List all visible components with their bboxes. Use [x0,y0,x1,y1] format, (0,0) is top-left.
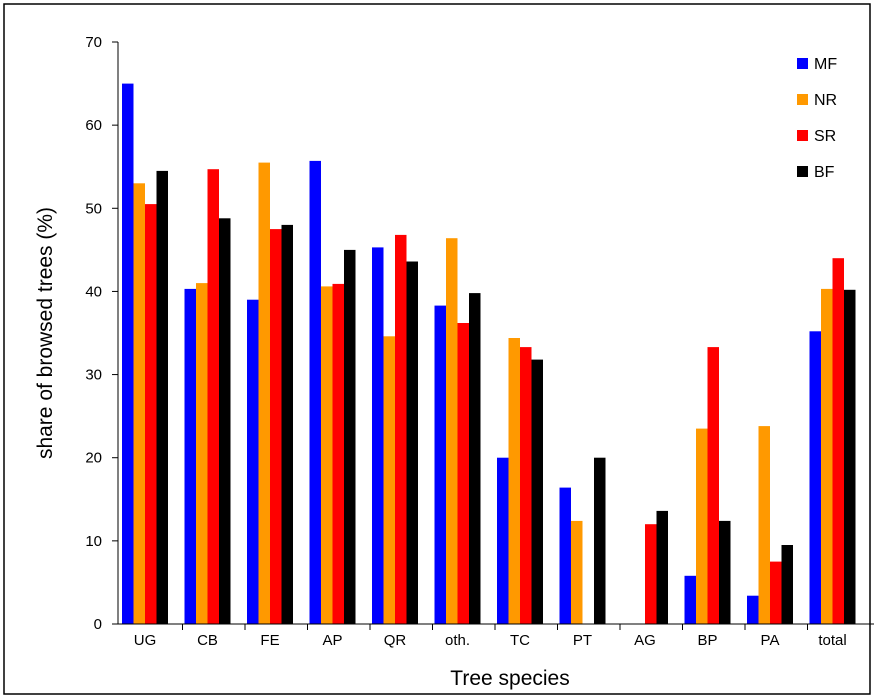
x-tick-label: FE [260,632,279,649]
y-tick-label: 30 [85,367,102,384]
bar-NR-UG [133,183,145,625]
bar-SR-TC [520,347,532,624]
bar-BF-FE [281,224,293,624]
bar-MF-FE [247,299,259,624]
bar-NR-QR [383,336,395,624]
bar-BF-TC [531,359,543,624]
legend: MF NR SR BF [797,56,837,181]
y-tick-label: 20 [85,450,102,467]
x-axis-title: Tree species [450,667,569,690]
x-tick-label: AP [322,632,342,649]
bar-MF-total [809,331,821,624]
x-tick-label: oth. [445,632,470,649]
bar-MF-UG [122,83,134,625]
bar-MF-QR [372,247,384,624]
bar-SR-FE [270,229,282,624]
bar-BF-AG [656,510,668,624]
bar-BF-AP [344,249,356,624]
y-tick-label: 60 [85,117,102,134]
legend-label-MF: MF [814,56,837,73]
bar-BF-QR [406,261,418,624]
bar-SR-oth. [457,323,469,624]
bar-SR-QR [395,234,407,624]
legend-swatch-BF [797,166,808,177]
bar-SR-BP [707,347,719,624]
bar-NR-AP [321,286,333,624]
axes-layer [117,42,874,625]
bar-BF-PA [781,545,793,624]
bar-MF-BP [684,575,696,624]
x-tick-label: QR [384,632,407,649]
bar-BF-CB [219,218,231,625]
bars-layer [122,83,856,625]
bar-BF-PT [594,457,606,624]
bar-BF-oth. [469,293,481,624]
bar-NR-PT [571,520,583,624]
bar-SR-AP [332,283,344,624]
bar-SR-UG [145,204,157,624]
x-tick-label: TC [510,632,530,649]
bar-NR-TC [508,338,520,624]
bar-NR-total [821,288,833,624]
legend-swatch-SR [797,130,808,141]
x-tick-label: BP [697,632,717,649]
y-axis-title: share of browsed trees (%) [34,207,57,459]
y-tick-label: 0 [94,616,102,633]
y-ticks: 0 10 20 30 40 50 60 70 [85,34,118,633]
x-tick-label: UG [134,632,157,649]
x-tick-label: AG [634,632,656,649]
bar-SR-CB [207,169,219,624]
y-tick-label: 10 [85,533,102,550]
x-tick-label: PT [573,632,592,649]
bar-BF-BP [719,520,731,624]
bar-NR-oth. [446,238,458,624]
x-tick-label: PA [761,632,780,649]
chart-frame [3,3,871,695]
y-tick-label: 50 [85,200,102,217]
bar-SR-PA [770,561,782,624]
bar-BF-UG [156,170,168,624]
x-tick-label: total [818,632,846,649]
y-tick-label: 40 [85,283,102,300]
bar-SR-total [832,258,844,624]
x-tick-label: CB [197,632,218,649]
bar-SR-AG [645,524,657,624]
bar-MF-PA [747,595,759,624]
y-tick-label: 70 [85,34,102,51]
bar-NR-CB [196,283,208,624]
legend-swatch-MF [797,58,808,69]
bar-NR-BP [696,428,708,624]
legend-label-SR: SR [814,128,836,145]
legend-swatch-NR [797,94,808,105]
legend-label-BF: BF [814,164,835,181]
bar-MF-AP [309,160,321,624]
legend-label-NR: NR [814,92,837,109]
bar-MF-oth. [434,305,446,624]
bar-MF-CB [184,288,196,624]
bar-BF-total [844,289,856,624]
bar-MF-TC [497,457,509,624]
bar-MF-PT [559,487,571,624]
x-ticks: UG CB FE AP QR oth. TC PT AG BP PA total [134,624,847,649]
bar-NR-PA [758,426,770,624]
bar-NR-FE [258,162,270,624]
